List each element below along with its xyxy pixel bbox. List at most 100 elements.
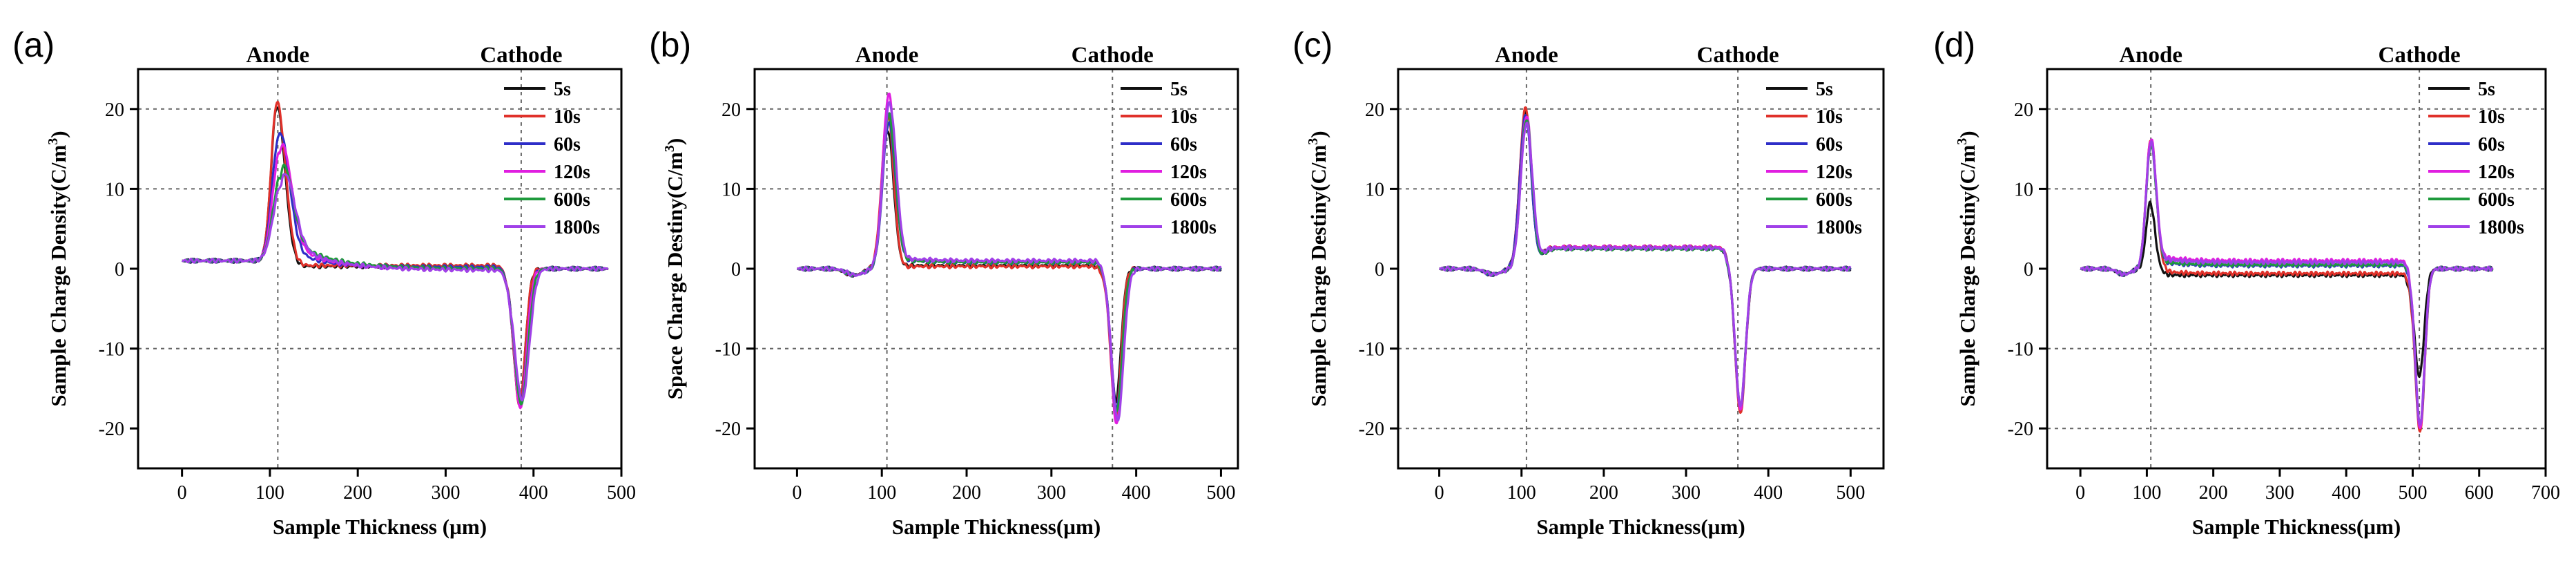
x-tick-label: 200 [952,482,981,504]
y-tick-label: 0 [731,259,741,280]
x-tick-label: 0 [2075,482,2085,504]
legend-label-60s: 60s [2478,134,2505,155]
y-tick-label: 10 [722,179,741,200]
legend-label-60s: 60s [1816,134,1843,155]
anode-label: Anode [2119,43,2182,68]
y-tick-label: 20 [2014,99,2033,121]
legend-label-5s: 5s [554,79,571,100]
y-axis-title-main: Sample Charge Destiny(C/m [1306,145,1330,407]
x-axis-title: Sample Thickness(µm) [892,515,1101,539]
y-axis-title-tail: ) [1306,131,1330,137]
series-line-1800s [182,173,609,401]
y-axis-title-tail: ) [1955,131,1979,137]
chart-panel-2: (b) Anode Cathode 0 100 200 300 400 500 -20 -10 0 10… [649,26,1239,539]
legend-label-120s: 120s [2478,162,2515,183]
cathode-label: Cathode [1072,43,1154,68]
x-axis-title: Sample Thickness(µm) [2192,515,2401,539]
x-tick-label: 400 [1122,482,1151,504]
legend-label-1800s: 1800s [1170,217,1217,238]
series-line-10s [1439,106,1852,414]
legend-label-600s: 600s [2478,189,2515,211]
x-tick-label: 400 [2332,482,2361,504]
anode-label: Anode [1495,43,1558,68]
legend-label-600s: 600s [1816,189,1852,211]
y-axis-title-tail: ) [663,138,687,145]
y-tick-label: -10 [1359,339,1384,361]
series-line-120s [182,142,609,410]
series-line-1800s [1439,122,1852,408]
series-line-600s [1439,119,1852,407]
y-axis-title: Sample Charge Density(C/m3) [46,131,70,406]
series-line-1800s [2080,140,2494,426]
chart-panel-1: (a) Anode Cathode 0 100 200 300 400 500 -20 -10 0 10… [12,26,636,539]
y-tick-label: -20 [1359,419,1384,440]
legend-label-5s: 5s [1170,79,1188,100]
y-tick-label: 10 [105,179,124,200]
legend-label-10s: 10s [2478,106,2505,128]
x-tick-label: 300 [2265,482,2294,504]
series-line-600s [182,163,609,405]
x-tick-label: 500 [2398,482,2427,504]
y-tick-label: -20 [2008,419,2033,440]
y-tick-label: -10 [715,339,741,361]
y-axis-title-sup: 3 [662,145,677,152]
x-tick-label: 400 [1754,482,1783,504]
y-tick-label: -20 [715,419,741,440]
y-axis-title-main: Sample Charge Destiny(C/m [1955,145,1979,407]
y-tick-label: 20 [1365,99,1384,121]
x-tick-label: 300 [1672,482,1701,504]
x-axis-title: Sample Thickness (µm) [273,515,487,539]
cathode-label: Cathode [480,43,562,68]
x-tick-label: 300 [1037,482,1066,504]
x-tick-label: 700 [2531,482,2560,504]
y-tick-label: -10 [99,339,124,361]
series-line-10s [182,100,609,406]
series-line-5s [1439,108,1852,410]
legend-label-120s: 120s [1816,162,1852,183]
y-tick-label: 20 [722,99,741,121]
y-tick-label: 20 [105,99,124,121]
y-axis-title: Sample Charge Destiny(C/m3) [1306,131,1330,406]
x-tick-label: 0 [177,482,187,504]
y-axis-title-tail: ) [46,131,70,137]
x-tick-label: 200 [343,482,372,504]
anode-label: Anode [855,43,919,68]
legend-label-10s: 10s [1816,106,1843,128]
x-tick-label: 200 [1589,482,1618,504]
x-tick-label: 100 [867,482,896,504]
legend-label-600s: 600s [554,189,590,211]
x-axis-title: Sample Thickness(µm) [1536,515,1745,539]
y-axis-title-main: Space Charge Destiny(C/m [663,152,687,399]
x-tick-label: 400 [519,482,548,504]
chart-panel-3: (c) Anode Cathode 0 100 200 300 400 500 -20 -10 0 10… [1292,26,1885,539]
y-tick-label: -20 [99,419,124,440]
legend-label-10s: 10s [1170,106,1197,128]
legend-label-120s: 120s [1170,162,1207,183]
x-tick-label: 500 [607,482,636,504]
y-axis-title-sup: 3 [1955,138,1970,145]
x-tick-label: 600 [2465,482,2494,504]
anode-label: Anode [246,43,310,68]
legend-label-1800s: 1800s [554,217,600,238]
series-line-1800s [797,101,1222,421]
y-axis-title-sup: 3 [1306,138,1321,145]
x-tick-label: 500 [1836,482,1865,504]
x-tick-label: 500 [1206,482,1235,504]
legend-label-10s: 10s [554,106,581,128]
y-tick-label: 0 [115,259,124,280]
legend-label-60s: 60s [554,134,581,155]
x-tick-label: 100 [2132,482,2161,504]
x-tick-label: 0 [792,482,802,504]
panel-label: (a) [12,26,55,64]
panel-label: (c) [1292,26,1333,64]
cathode-label: Cathode [1697,43,1779,68]
legend-label-120s: 120s [554,162,590,183]
x-tick-label: 0 [1435,482,1444,504]
series-line-120s [1439,115,1852,411]
x-tick-label: 200 [2199,482,2228,504]
legend-label-1800s: 1800s [2478,217,2524,238]
series-line-60s [1439,114,1852,410]
legend-label-1800s: 1800s [1816,217,1862,238]
